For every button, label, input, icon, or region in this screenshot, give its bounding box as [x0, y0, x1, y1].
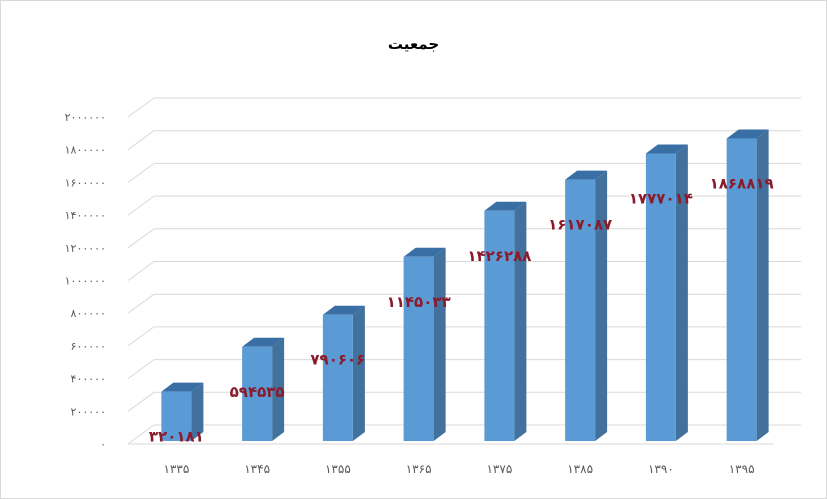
gridline-diagonal	[127, 130, 155, 151]
x-tick-label: ۱۳۴۵	[244, 462, 270, 476]
x-tick-label: ۱۳۹۵	[729, 462, 755, 476]
y-tick-label: ۱۸۰۰۰۰۰	[65, 144, 106, 157]
bar-top	[322, 305, 365, 315]
data-label: ۱۱۴۵۰۳۳	[387, 293, 451, 311]
bar-top	[645, 144, 688, 154]
data-label: ۵۹۴۵۳۵	[230, 383, 285, 401]
bar-top	[242, 337, 285, 347]
y-tick-label: ۶۰۰۰۰۰	[71, 340, 106, 353]
bar	[726, 138, 757, 441]
bar-side	[272, 337, 285, 441]
y-tick-label: ۲۰۰۰۰۰	[71, 405, 106, 418]
bar	[161, 391, 192, 441]
x-tick-label: ۱۳۶۵	[406, 462, 432, 476]
bar-side	[514, 201, 527, 441]
x-tick-label: ۱۳۹۰	[648, 462, 674, 476]
bar	[242, 346, 273, 441]
bar-side	[433, 247, 446, 441]
x-tick-labels: ۱۳۳۵ ۱۳۴۵ ۱۳۵۵ ۱۳۶۵ ۱۳۷۵ ۱۳۸۵ ۱۳۹۰ ۱۳۹۵	[163, 462, 754, 476]
bar-side	[675, 144, 688, 442]
data-label: ۱۷۷۷۰۱۴	[629, 189, 693, 207]
gridline-diagonal	[127, 195, 155, 216]
bar-side	[595, 170, 608, 442]
gridline-diagonal	[127, 97, 155, 118]
gridline-diagonal	[127, 326, 155, 347]
bar	[322, 314, 353, 441]
chart-title: جمعیت	[387, 35, 440, 53]
x-tick-label: ۱۳۷۵	[486, 462, 512, 476]
bar	[403, 256, 434, 441]
gridline-diagonal	[127, 162, 155, 183]
y-tick-label: ۰	[100, 438, 106, 451]
gridline-diagonal	[127, 293, 155, 314]
gridline-diagonal	[127, 391, 155, 412]
y-tick-label: ۸۰۰۰۰۰	[71, 307, 106, 320]
data-label: ۱۸۶۸۸۱۹	[710, 174, 774, 192]
x-tick-label: ۱۳۸۵	[567, 462, 593, 476]
x-tick-label: ۱۳۵۵	[325, 462, 351, 476]
y-tick-label: ۱۲۰۰۰۰۰	[65, 242, 106, 255]
bar-top	[161, 382, 204, 392]
gridline-diagonal	[127, 359, 155, 380]
y-tick-label: ۲۰۰۰۰۰۰	[65, 111, 106, 124]
bar	[484, 210, 515, 441]
data-label: ۱۴۲۶۲۸۸	[467, 247, 531, 265]
y-tick-label: ۴۰۰۰۰۰	[71, 373, 106, 386]
y-tick-label: ۱۴۰۰۰۰۰	[65, 209, 106, 222]
y-tick-label: ۱۶۰۰۰۰۰	[65, 176, 106, 189]
data-label: ۱۶۱۷۰۸۷	[548, 216, 612, 234]
bar-top	[726, 129, 769, 139]
y-tick-labels: ۰ ۲۰۰۰۰۰ ۴۰۰۰۰۰ ۶۰۰۰۰۰ ۸۰۰۰۰۰ ۱۰۰۰۰۰۰ ۱۲۰۰۰۰۰ ۱…	[65, 111, 106, 451]
data-labels: ۳۲۰۱۸۱ ۵۹۴۵۳۵ ۷۹۰۶۰۶ ۱۱۴۵۰۳۳ ۱۴۲۶۲۸۸ ۱۶۱۷۰۸۷ ۱…	[149, 174, 774, 445]
bar-side	[352, 305, 365, 441]
bars	[161, 129, 769, 442]
bar-top	[484, 201, 527, 211]
y-tick-label: ۱۰۰۰۰۰۰	[65, 275, 106, 288]
bar-side	[756, 129, 769, 441]
gridline-diagonal	[127, 228, 155, 249]
bar-side	[191, 382, 204, 441]
data-label: ۳۲۰۱۸۱	[149, 428, 204, 446]
gridline-diagonal	[127, 261, 155, 281]
bar-top	[403, 247, 446, 257]
x-tick-label: ۱۳۳۵	[163, 462, 189, 476]
data-label: ۷۹۰۶۰۶	[310, 351, 365, 369]
gridline-diagonal	[127, 424, 155, 445]
bar-top	[565, 170, 608, 180]
bar	[645, 153, 676, 442]
gridlines	[127, 97, 801, 445]
bar	[565, 179, 596, 442]
